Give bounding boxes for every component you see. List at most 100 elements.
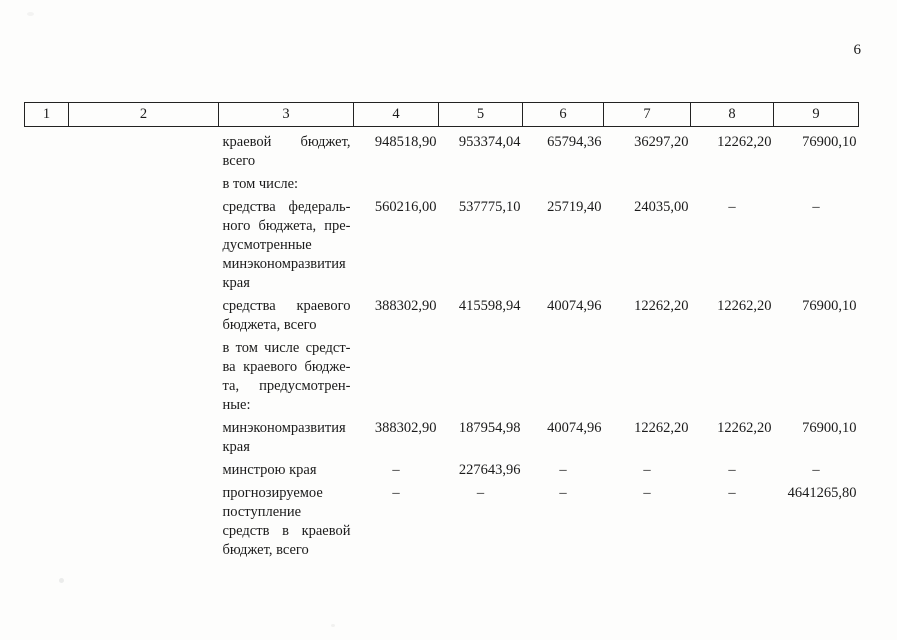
value-cell xyxy=(439,339,523,419)
row-label: средства федераль-ного бюджета, пре-дусм… xyxy=(219,198,354,297)
row-label-line: минэкономразвития xyxy=(222,420,346,436)
row-label: прогнозируемое поступление средств в краев… xyxy=(219,484,354,564)
empty-cell xyxy=(25,127,69,176)
row-label-line: в том числе: xyxy=(222,176,299,192)
empty-cell xyxy=(69,339,219,419)
column-number-1: 1 xyxy=(24,102,69,127)
empty-cell xyxy=(25,339,69,419)
value-cell xyxy=(691,175,774,198)
empty-cell xyxy=(69,297,219,339)
value-cell: 12262,20 xyxy=(717,134,772,150)
empty-cell xyxy=(25,175,69,198)
row-label-line: поступление xyxy=(222,504,302,520)
empty-cell xyxy=(69,484,219,564)
value-cell: – xyxy=(392,462,400,478)
value-cell: 12262,20 xyxy=(717,298,772,314)
value-cell: – xyxy=(643,462,651,478)
table-row: в том числе: xyxy=(25,175,859,198)
table-row: средства краевого бюджета, всего 388302,90… xyxy=(25,297,859,339)
value-cell: 25719,40 xyxy=(547,199,602,215)
value-cell xyxy=(354,175,439,198)
value-cell: 948518,90 xyxy=(374,134,437,150)
value-cell: – xyxy=(812,199,820,215)
value-cell xyxy=(439,175,523,198)
empty-cell xyxy=(25,461,69,484)
value-cell: 12262,20 xyxy=(634,420,689,436)
value-cell: 4641265,80 xyxy=(787,485,857,501)
table-body: краевой бюджет, всего 948518,90 953374,04 65… xyxy=(25,127,859,565)
empty-cell xyxy=(69,175,219,198)
value-cell: 187954,98 xyxy=(458,420,521,436)
value-cell xyxy=(691,339,774,419)
value-cell xyxy=(774,339,859,419)
value-cell: 388302,90 xyxy=(374,298,437,314)
value-cell: – xyxy=(476,485,485,501)
table-header-row: 1 2 3 4 5 6 7 8 9 xyxy=(24,102,859,127)
value-cell: 40074,96 xyxy=(547,298,602,314)
row-label-line: краевой бюджет, xyxy=(222,134,351,150)
value-cell: – xyxy=(728,485,736,501)
row-label-line: всего xyxy=(222,153,256,169)
value-cell: – xyxy=(559,462,567,478)
value-cell: 36297,20 xyxy=(634,134,689,150)
budget-table: 1 2 3 4 5 6 7 8 9 краевой бюджет, всего 94… xyxy=(24,102,859,564)
row-label-line: минэкономразвития xyxy=(222,256,346,272)
value-cell: 560216,00 xyxy=(374,199,437,215)
row-label: минэкономразвития края xyxy=(219,419,354,461)
value-cell: 388302,90 xyxy=(374,420,437,436)
value-cell: – xyxy=(728,199,736,215)
value-cell: 65794,36 xyxy=(547,134,602,150)
row-label-line: ные: xyxy=(222,397,251,413)
empty-cell xyxy=(69,461,219,484)
row-label-line: та, предусмотрен- xyxy=(222,378,351,394)
row-label: краевой бюджет, всего xyxy=(219,127,354,176)
value-cell: 76900,10 xyxy=(802,420,857,436)
row-label: минстрою края xyxy=(219,461,354,484)
scan-artifact xyxy=(27,12,34,16)
column-number-8: 8 xyxy=(690,102,774,127)
column-number-2: 2 xyxy=(68,102,219,127)
row-label-line: минстрою края xyxy=(222,462,317,478)
row-label-line: бюджета, всего xyxy=(222,317,317,333)
value-cell: – xyxy=(643,485,651,501)
column-number-3: 3 xyxy=(218,102,354,127)
value-cell: – xyxy=(728,462,736,478)
value-cell: 227643,96 xyxy=(458,462,521,478)
row-label: средства краевого бюджета, всего xyxy=(219,297,354,339)
value-cell: 415598,94 xyxy=(458,298,521,314)
row-label-line: средства федераль- xyxy=(222,199,351,215)
value-cell: – xyxy=(812,462,820,478)
value-cell: 953374,04 xyxy=(458,134,521,150)
row-label-line: края xyxy=(222,439,250,455)
value-cell: 24035,00 xyxy=(634,199,689,215)
value-cell: 76900,10 xyxy=(802,298,857,314)
value-cell: – xyxy=(392,485,400,501)
column-number-7: 7 xyxy=(603,102,691,127)
scan-artifact xyxy=(59,578,64,583)
row-label-line: прогнозируемое xyxy=(222,485,323,501)
value-cell: 76900,10 xyxy=(802,134,857,150)
column-number-9: 9 xyxy=(773,102,859,127)
table-row: краевой бюджет, всего 948518,90 953374,04 65… xyxy=(25,127,859,176)
value-cell: 537775,10 xyxy=(458,199,521,215)
row-label-line: ва краевого бюдже- xyxy=(222,359,351,375)
empty-cell xyxy=(25,484,69,564)
table-row: минстрою края – 227643,96 – – – – xyxy=(25,461,859,484)
row-label-line: бюджет, всего xyxy=(222,542,309,558)
column-number-5: 5 xyxy=(438,102,523,127)
table-row: в том числе средст-ва краевого бюдже-та,… xyxy=(25,339,859,419)
row-label-line: ного бюджета, пре- xyxy=(222,218,351,234)
row-label-line: дусмотренные xyxy=(222,237,312,253)
value-cell: – xyxy=(559,485,567,501)
value-cell xyxy=(604,339,691,419)
empty-cell xyxy=(69,419,219,461)
table-row: средства федераль-ного бюджета, пре-дусм… xyxy=(25,198,859,297)
page-number: 6 xyxy=(853,42,862,58)
column-number-4: 4 xyxy=(353,102,439,127)
empty-cell xyxy=(25,297,69,339)
empty-cell xyxy=(25,198,69,297)
row-label-line: в том числе средст- xyxy=(222,340,351,356)
row-label-line: средства краевого xyxy=(222,298,351,314)
value-cell: 40074,96 xyxy=(547,420,602,436)
value-cell xyxy=(604,175,691,198)
